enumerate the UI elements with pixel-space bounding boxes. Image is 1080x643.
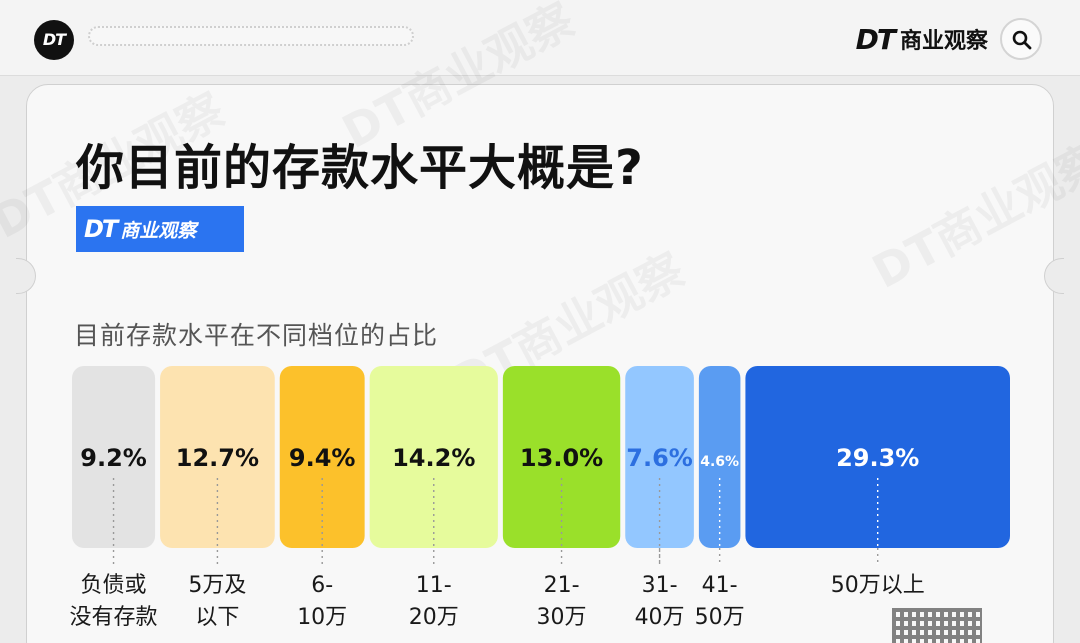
category-label: 41-	[702, 573, 738, 598]
data-label: 14.2%	[392, 444, 475, 472]
bar	[502, 366, 621, 548]
bar	[745, 366, 1010, 548]
data-label: 29.3%	[836, 444, 919, 472]
brand-mark: DT	[855, 22, 896, 56]
category-label: 50万以上	[831, 573, 925, 598]
badge-name: 商业观察	[120, 219, 197, 242]
data-label: 9.4%	[289, 444, 356, 472]
bar	[369, 366, 498, 548]
data-label: 12.7%	[176, 444, 259, 472]
qr-code	[892, 608, 982, 643]
bar	[625, 366, 694, 548]
category-label: 负债或	[81, 573, 147, 598]
search-icon	[1012, 30, 1032, 50]
category-label: 6-	[311, 573, 333, 598]
category-label: 21-	[544, 573, 580, 598]
category-label: 以下	[195, 605, 239, 630]
infographic-card	[26, 84, 1054, 643]
category-label: 5万及	[188, 573, 246, 598]
top-bar: DT DT 商业观察	[0, 0, 1080, 76]
search-button[interactable]	[1000, 18, 1042, 60]
brand-name: 商业观察	[899, 29, 988, 54]
category-label: 没有存款	[70, 605, 158, 630]
brand-badge: DT 商业观察	[76, 206, 244, 252]
search-bar[interactable]	[88, 26, 414, 46]
category-label: 50万	[695, 605, 745, 630]
bar	[160, 366, 275, 548]
data-label: 7.6%	[626, 444, 693, 472]
category-label: 40万	[635, 605, 685, 630]
page-title: 你目前的存款水平大概是?	[76, 140, 644, 196]
app-logo[interactable]: DT	[34, 20, 74, 60]
category-label: 10万	[297, 605, 347, 630]
badge-mark: DT	[84, 215, 118, 243]
category-label: 30万	[537, 605, 587, 630]
category-label: 31-	[642, 573, 678, 598]
brand-header: DT 商业观察	[856, 22, 988, 56]
category-label: 11-	[416, 573, 452, 598]
bar	[698, 366, 741, 548]
bar	[279, 366, 365, 548]
bar	[72, 366, 156, 548]
data-label: 13.0%	[520, 444, 603, 472]
chart-subtitle: 目前存款水平在不同档位的占比	[74, 321, 439, 350]
category-label: 20万	[409, 605, 459, 630]
data-label: 4.6%	[700, 454, 739, 470]
data-label: 9.2%	[80, 444, 147, 472]
